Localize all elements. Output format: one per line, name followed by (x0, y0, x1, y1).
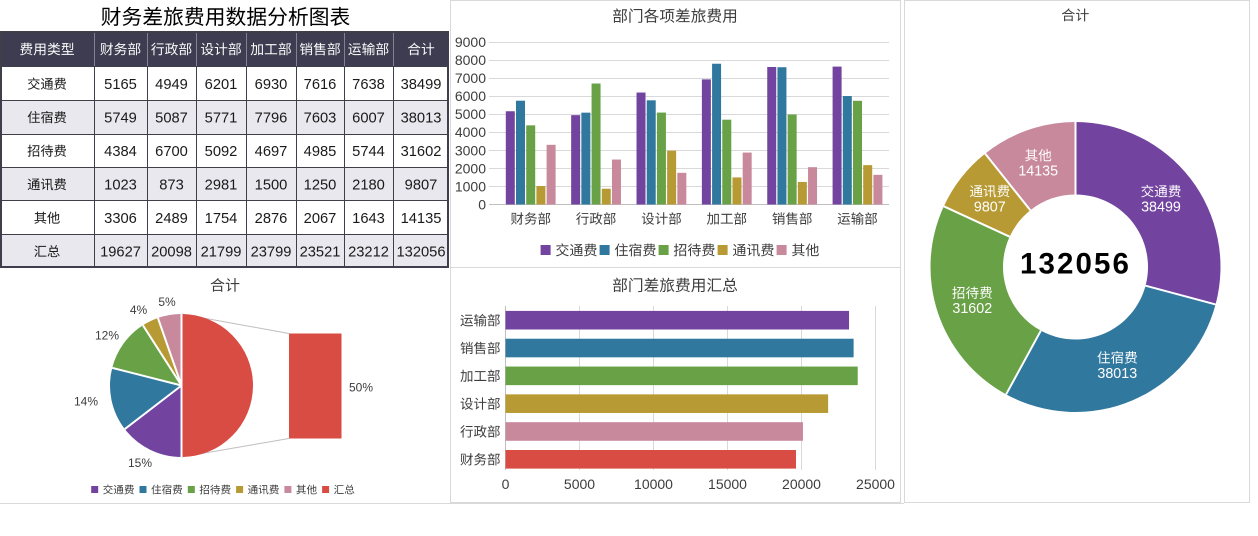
svg-text:14135: 14135 (1018, 164, 1058, 180)
svg-text:6007: 6007 (352, 111, 385, 127)
svg-text:4000: 4000 (455, 124, 486, 140)
svg-text:19627: 19627 (100, 245, 141, 261)
svg-text:23212: 23212 (348, 245, 389, 261)
svg-text:1643: 1643 (352, 211, 385, 227)
svg-text:0: 0 (478, 197, 486, 213)
svg-text:1250: 1250 (304, 178, 337, 194)
svg-text:6000: 6000 (455, 88, 486, 104)
svg-text:5744: 5744 (352, 144, 385, 160)
svg-text:7616: 7616 (304, 77, 337, 93)
svg-text:3000: 3000 (455, 142, 486, 158)
svg-text:31602: 31602 (952, 301, 992, 317)
svg-text:5000: 5000 (455, 106, 486, 122)
svg-text:14%: 14% (74, 394, 98, 408)
svg-text:21799: 21799 (201, 245, 242, 261)
svg-text:873: 873 (159, 178, 184, 194)
svg-text:9807: 9807 (405, 178, 438, 194)
svg-text:6700: 6700 (155, 144, 188, 160)
svg-text:38499: 38499 (1141, 200, 1181, 216)
svg-text:6201: 6201 (205, 77, 238, 93)
svg-text:7000: 7000 (455, 70, 486, 86)
svg-text:0: 0 (502, 476, 510, 492)
svg-text:1023: 1023 (104, 178, 137, 194)
svg-text:5%: 5% (158, 295, 176, 309)
svg-text:12%: 12% (95, 328, 119, 342)
svg-text:9807: 9807 (974, 199, 1006, 215)
svg-text:38499: 38499 (401, 77, 442, 93)
svg-text:7796: 7796 (255, 111, 288, 127)
svg-text:4949: 4949 (155, 77, 188, 93)
svg-text:2000: 2000 (455, 160, 486, 176)
svg-text:5000: 5000 (564, 476, 595, 492)
svg-text:38013: 38013 (401, 111, 442, 127)
svg-text:5092: 5092 (205, 144, 238, 160)
svg-text:8000: 8000 (455, 52, 486, 68)
svg-text:132056: 132056 (396, 245, 445, 261)
svg-text:5165: 5165 (104, 77, 137, 93)
svg-text:5771: 5771 (205, 111, 238, 127)
svg-text:14135: 14135 (401, 211, 442, 227)
svg-text:20098: 20098 (151, 245, 192, 261)
svg-text:15000: 15000 (708, 476, 747, 492)
svg-text:2489: 2489 (155, 211, 188, 227)
svg-text:23799: 23799 (251, 245, 292, 261)
svg-text:132056: 132056 (1020, 247, 1131, 280)
svg-text:4985: 4985 (304, 144, 337, 160)
svg-text:7603: 7603 (304, 111, 337, 127)
svg-text:5087: 5087 (155, 111, 188, 127)
svg-text:1754: 1754 (205, 211, 238, 227)
svg-text:2876: 2876 (255, 211, 288, 227)
svg-text:23521: 23521 (300, 245, 341, 261)
svg-text:31602: 31602 (401, 144, 442, 160)
svg-text:9000: 9000 (455, 34, 486, 50)
svg-text:25000: 25000 (856, 476, 895, 492)
svg-text:7638: 7638 (352, 77, 385, 93)
svg-text:38013: 38013 (1097, 366, 1137, 382)
svg-text:1500: 1500 (255, 178, 288, 194)
svg-text:3306: 3306 (104, 211, 137, 227)
svg-text:6930: 6930 (255, 77, 288, 93)
svg-text:20000: 20000 (782, 476, 821, 492)
svg-text:4697: 4697 (255, 144, 288, 160)
svg-text:15%: 15% (128, 456, 152, 470)
svg-text:2981: 2981 (205, 178, 238, 194)
svg-text:2180: 2180 (352, 178, 385, 194)
svg-text:4384: 4384 (104, 144, 137, 160)
svg-text:1000: 1000 (455, 178, 486, 194)
svg-text:10000: 10000 (634, 476, 673, 492)
svg-text:2067: 2067 (304, 211, 337, 227)
svg-text:50%: 50% (349, 380, 373, 394)
svg-text:4%: 4% (130, 303, 148, 317)
svg-text:5749: 5749 (104, 111, 137, 127)
